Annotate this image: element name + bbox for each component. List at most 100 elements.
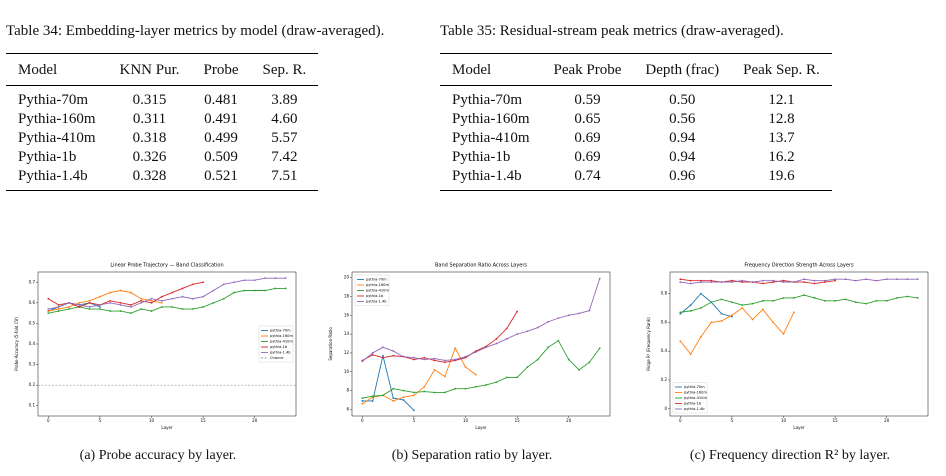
table-34: Table 34: Embedding-layer metrics by mod… [6,22,410,191]
y-tick-label: 8 [346,388,349,393]
data-point [536,326,539,329]
data-point [191,297,194,300]
data-point [433,368,436,371]
data-point [731,281,733,283]
y-tick-label: 10 [344,369,350,374]
cell: 12.1 [768,92,795,108]
data-point [57,308,60,310]
data-point [140,299,143,302]
data-point [731,301,733,304]
data-point [741,281,744,283]
data-point [274,287,277,290]
data-point [906,295,909,298]
data-point [505,376,508,379]
data-point [68,301,70,304]
data-point [413,409,415,412]
data-point [47,310,50,312]
data-point [88,301,91,304]
y-tick-label: 0.1 [29,403,36,408]
data-point [212,289,215,292]
data-point [382,356,384,359]
data-point [731,314,733,317]
y-tick-label: 0 [664,406,667,411]
data-point [222,297,225,300]
data-point [875,299,878,302]
cell: 0.328 [132,168,167,184]
data-point [865,302,867,305]
data-point [854,279,857,282]
x-axis-label: Layer [161,425,173,430]
data-point [485,346,488,349]
data-point [402,396,405,399]
legend-label: pythia-70m [366,278,387,282]
data-point [212,301,215,304]
chart: Frequency Direction Strength Across Laye… [646,263,929,430]
data-point [823,279,826,282]
data-point [129,291,132,294]
data-point [844,278,847,281]
data-point [578,368,580,371]
header-cell: Peak Probe [541,53,634,86]
data-point [598,277,601,280]
data-point [741,307,744,309]
series-line [362,311,518,363]
cell: 19.6 [768,168,795,184]
series-line [680,292,733,318]
data-point [78,301,81,304]
data-point [371,352,374,354]
data-point [171,306,174,308]
data-point [557,339,560,342]
x-tick-label: 10 [781,418,787,423]
legend-label: pythia-160m [366,283,389,287]
row: Pythia-1.4b 0.328 0.521 7.51 [6,167,318,191]
data-point [516,333,519,336]
data-point [689,304,692,307]
data-point [751,318,754,321]
data-point [171,297,174,300]
legend-box [258,325,294,363]
cell: 0.69 [574,130,601,146]
cell: 0.311 [132,111,167,127]
data-point [792,281,795,283]
legend-label: pythia-1.4b [366,300,387,304]
data-point [700,279,702,282]
data-point [361,400,364,402]
x-tick-label: 0 [47,418,50,423]
x-tick-label: 10 [149,418,155,423]
legend-label: pythia-410m [684,396,707,400]
data-point [547,320,549,323]
data-point [150,299,153,302]
data-point [361,397,364,400]
cell: 0.65 [574,111,601,127]
data-point [140,297,143,300]
legend-label: pythia-70m [684,385,705,389]
data-point [761,299,764,302]
y-tick-label: 0.4 [29,341,36,346]
table: Model KNN Pur. Probe Sep. R. Pythia-70m 0.315… [6,53,319,191]
data-point [202,295,205,298]
series-line [680,278,836,284]
header-cell: Model [6,53,108,86]
data-point [813,297,816,299]
data-point [109,301,112,304]
data-point [382,394,384,397]
row: Pythia-1b 0.69 0.94 16.2 [440,148,832,167]
data-point [402,399,405,401]
data-point [700,307,702,309]
cell: Pythia-160m [18,111,96,127]
data-point [140,308,143,310]
data-point [233,281,235,284]
data-point [474,351,477,353]
data-point [495,381,498,384]
series-line [680,294,918,313]
cell: Pythia-70m [18,92,88,108]
data-point [803,294,806,296]
data-point [505,337,508,340]
data-point [885,299,888,302]
data-point [875,279,878,282]
data-point [243,289,246,292]
series-line [48,277,286,310]
x-tick-label: 5 [99,418,102,423]
